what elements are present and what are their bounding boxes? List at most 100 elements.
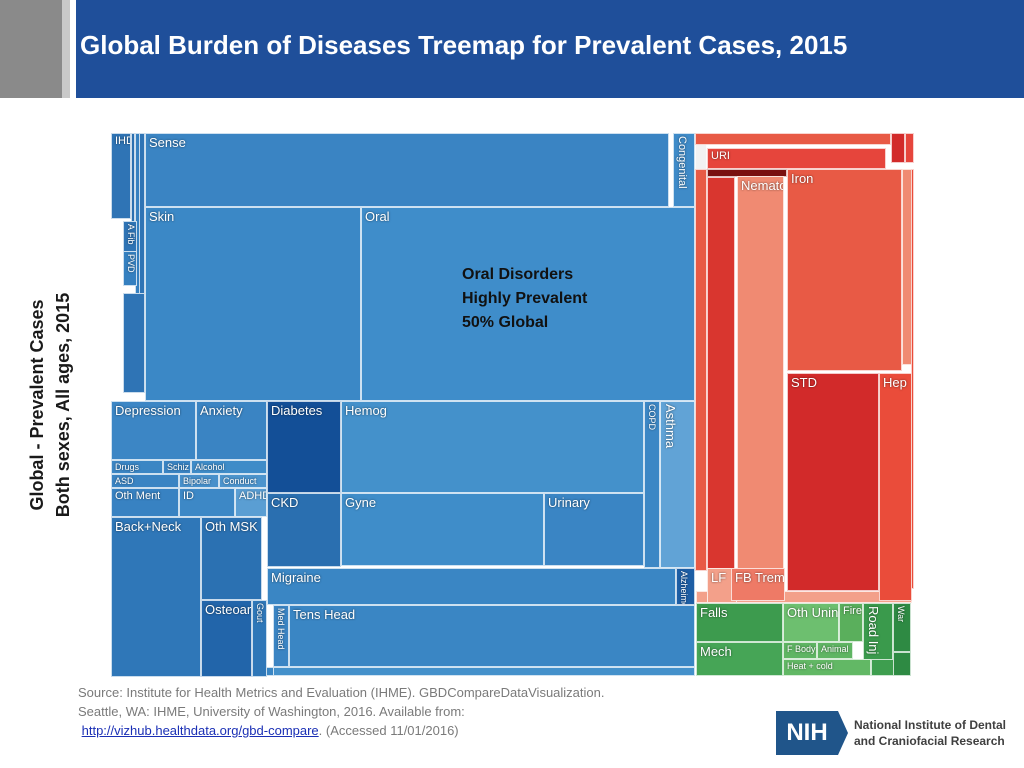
treemap-tile-anxiety[interactable]: Anxiety [196, 401, 267, 460]
treemap-tile-migraine[interactable]: Migraine [267, 568, 676, 605]
treemap-tile-label: Alzheimer [679, 571, 689, 605]
treemap-tile-back-neck[interactable]: Back+Neck [111, 517, 201, 677]
treemap-tile-alzheimer[interactable]: Alzheimer [676, 568, 695, 605]
treemap-tile-fire[interactable]: Fire [839, 603, 863, 642]
treemap-tile-label: Nematode [741, 178, 783, 193]
treemap-tile-label: Tens Head [293, 607, 356, 622]
header-divider [70, 0, 76, 98]
treemap-tile-heat-cold[interactable]: Heat + cold [783, 659, 871, 676]
treemap-tile-label: URI [711, 150, 730, 162]
treemap-tile-label: Sense [149, 135, 186, 150]
treemap-tile-label: COPD [647, 404, 657, 431]
treemap-tile-nematode[interactable]: Nematode [737, 176, 784, 601]
treemap-tile-f-body[interactable]: F Body [783, 642, 817, 659]
treemap-tile-label: Urinary [548, 495, 590, 510]
treemap-tile-diabetes[interactable]: Diabetes [267, 401, 341, 493]
treemap-tile-congenital[interactable]: Congenital [673, 133, 695, 207]
treemap-tile-label: ASD [115, 476, 134, 486]
treemap-tile-minor [273, 667, 695, 676]
treemap-tile-label: Hep [883, 375, 907, 390]
treemap-tile-oral[interactable]: Oral [361, 207, 695, 401]
treemap-tile-osteoarth[interactable]: Osteoarth [201, 600, 252, 677]
treemap-tile-label: Heat + cold [787, 661, 833, 671]
treemap-tile-std[interactable]: STD [787, 373, 879, 591]
treemap-tile-med-head[interactable]: Med Head [273, 605, 289, 667]
treemap-tile-label: Oth Unint [787, 605, 839, 620]
treemap-tile-label: Mech [700, 644, 732, 659]
treemap-tile-asthma[interactable]: Asthma [660, 401, 695, 568]
treemap-tile-label: Animal [821, 644, 849, 654]
treemap-tile-schiz[interactable]: Schiz [163, 460, 191, 474]
treemap-tile-minor [123, 293, 145, 393]
treemap-tile-label: Falls [700, 605, 728, 620]
nih-name-line1: National Institute of Dental [854, 718, 1007, 732]
annotation-line1: Oral Disorders [462, 266, 574, 283]
nih-logo-box: NIH [776, 711, 838, 755]
treemap-tile-label: Congenital [676, 136, 688, 189]
treemap-tile-oth-msk[interactable]: Oth MSK [201, 517, 262, 600]
nih-institute-name: National Institute of Dental and Craniof… [854, 717, 1006, 749]
treemap-tile-label: Conduct [223, 476, 257, 486]
treemap-tile-label: Med Head [276, 608, 286, 650]
annotation-line3: 50% Global [462, 314, 549, 331]
treemap-tile-label: Skin [149, 209, 175, 224]
treemap-tile-skin[interactable]: Skin [145, 207, 361, 401]
treemap-tile-tens-head[interactable]: Tens Head [289, 605, 695, 667]
treemap-tile-hep[interactable]: Hep [879, 373, 912, 601]
treemap-tile-hemog[interactable]: Hemog [341, 401, 644, 493]
treemap-tile-sense[interactable]: Sense [145, 133, 669, 207]
treemap-tile-minor [707, 177, 735, 571]
treemap-tile-asd[interactable]: ASD [111, 474, 179, 488]
treemap-tile-animal[interactable]: Animal [817, 642, 853, 659]
treemap-tile-minor [891, 133, 905, 163]
treemap-tile-ihd[interactable]: IHD [111, 133, 131, 219]
treemap-tile-fb-trema[interactable]: FB Trema [731, 568, 785, 601]
chart-annotation: Oral Disorders Highly Prevalent 50% Glob… [462, 263, 587, 335]
treemap-tile-label: STD [791, 375, 817, 390]
treemap-tile-label: Road Inj [866, 606, 881, 655]
source-line2: Seattle, WA: IHME, University of Washing… [78, 704, 465, 719]
treemap-tile-war[interactable]: War [893, 603, 911, 652]
treemap-tile-oth-unint[interactable]: Oth Unint [783, 603, 839, 642]
treemap-tile-label: Bipolar [183, 476, 212, 486]
treemap-tile-label: Oral [365, 209, 390, 224]
treemap-tile-label: F Body [787, 644, 816, 654]
treemap-tile-uri[interactable]: URI [707, 148, 886, 169]
treemap-tile-ckd[interactable]: CKD [267, 493, 341, 567]
source-link[interactable]: http://vizhub.healthdata.org/gbd-compare [81, 723, 319, 738]
treemap-tile-falls[interactable]: Falls [696, 603, 783, 642]
treemap-tile-gyne[interactable]: Gyne [341, 493, 544, 566]
treemap-tile-label: Drugs [115, 462, 140, 472]
treemap-tile-label: Fire [843, 605, 862, 617]
y-axis-label-line2: Both sexes, All ages, 2015 [53, 292, 73, 518]
treemap-tile-id[interactable]: ID [179, 488, 235, 517]
treemap-tile-minor [695, 169, 707, 571]
treemap-tile-conduct[interactable]: Conduct [219, 474, 267, 488]
treemap-tile-depression[interactable]: Depression [111, 401, 196, 460]
header-accent-dark [0, 0, 62, 98]
treemap-tile-label: Oth MSK [205, 519, 258, 534]
treemap-tile-label: Depression [115, 403, 181, 418]
treemap-tile-label: IHD [115, 135, 130, 147]
treemap-tile-pvd[interactable]: PVD [123, 251, 137, 286]
treemap-tile-label: CKD [271, 495, 299, 510]
treemap-tile-alcohol[interactable]: Alcohol [191, 460, 267, 474]
page-title: Global Burden of Diseases Treemap for Pr… [80, 30, 848, 60]
treemap-tile-drugs[interactable]: Drugs [111, 460, 163, 474]
treemap-tile-label: Oth Ment [115, 490, 161, 502]
y-axis-label-text: Global - Prevalent Cases Both sexes, All… [24, 293, 76, 517]
treemap-tile-iron[interactable]: Iron [787, 169, 902, 371]
treemap-tile-minor [893, 652, 911, 676]
treemap-tile-urinary[interactable]: Urinary [544, 493, 644, 566]
treemap-tile-oth-ment[interactable]: Oth Ment [111, 488, 179, 517]
treemap-tile-copd[interactable]: COPD [644, 401, 660, 568]
treemap-tile-mech[interactable]: Mech [696, 642, 783, 676]
treemap-tile-road-inj[interactable]: Road Inj [863, 603, 893, 660]
treemap-tile-gout[interactable]: Gout [252, 600, 267, 677]
header-accent-light [62, 0, 70, 98]
treemap-tile-minor [695, 133, 891, 145]
treemap-tile-label: Schiz [167, 462, 190, 472]
treemap-tile-bipolar[interactable]: Bipolar [179, 474, 219, 488]
